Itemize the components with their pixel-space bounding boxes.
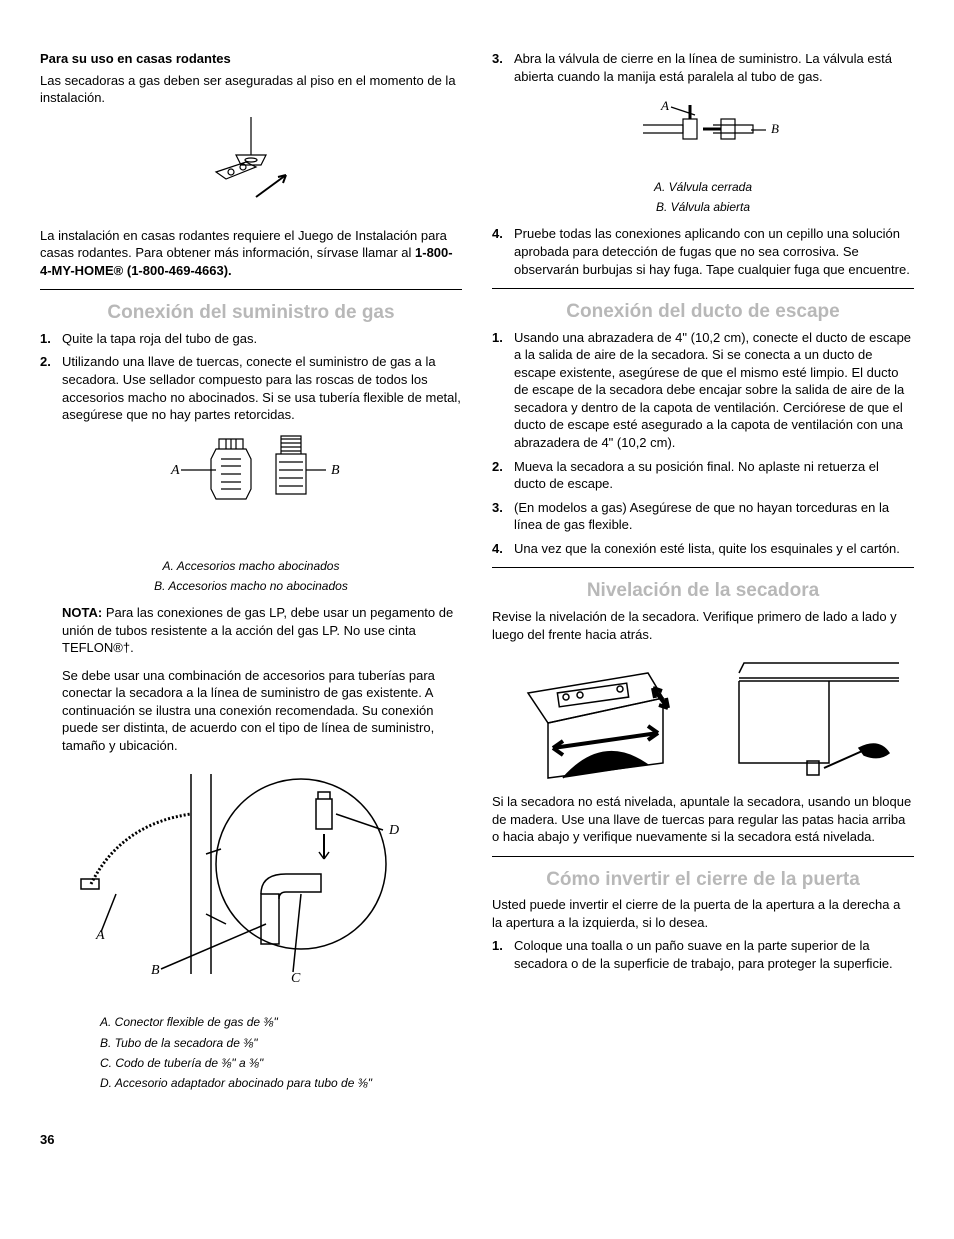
svg-text:B: B [331, 463, 340, 478]
svg-text:D: D [388, 823, 399, 838]
svg-text:B: B [151, 963, 160, 978]
gas-supply-heading: Conexión del suministro de gas [40, 300, 462, 326]
valve-figure: A B A. Válvula cerrada B. Válv [492, 95, 914, 215]
door-heading: Cómo invertir el cierre de la puerta [492, 867, 914, 893]
mobile-home-p1: Las secadoras a gas deben ser aseguradas… [40, 72, 462, 107]
list-item: 2.Mueva la secadora a su posición final.… [492, 458, 914, 493]
conn-caption-b: B. Tubo de la secadora de ⅜" [40, 1035, 462, 1051]
combination-paragraph: Se debe usar una combinación de accesori… [40, 667, 462, 755]
list-item: 1.Usando una abrazadera de 4" (10,2 cm),… [492, 329, 914, 452]
list-item: 1.Quite la tapa roja del tubo de gas. [40, 330, 462, 348]
list-item: 4.Pruebe todas las conexiones aplicando … [492, 225, 914, 278]
divider [492, 567, 914, 568]
list-item: 2.Utilizando una llave de tuercas, conec… [40, 353, 462, 423]
gas-cont-list-2: 4.Pruebe todas las conexiones aplicando … [492, 225, 914, 278]
svg-text:B: B [771, 121, 779, 136]
divider [492, 856, 914, 857]
list-item: 3.Abra la válvula de cierre en la línea … [492, 50, 914, 85]
exhaust-heading: Conexión del ducto de escape [492, 299, 914, 325]
two-column-layout: Para su uso en casas rodantes Las secado… [40, 50, 914, 1091]
gas-cont-list: 3.Abra la válvula de cierre en la línea … [492, 50, 914, 85]
valve-caption-a: A. Válvula cerrada [492, 179, 914, 195]
page-number: 36 [40, 1131, 914, 1149]
svg-text:C: C [291, 971, 301, 986]
fitting-caption-a: A. Accesorios macho abocinados [40, 558, 462, 574]
nota-block: NOTA: Para las conexiones de gas LP, deb… [40, 604, 462, 657]
gas-supply-list: 1.Quite la tapa roja del tubo de gas. 2.… [40, 330, 462, 424]
level-p2: Si la secadora no está nivelada, apuntal… [492, 793, 914, 846]
level-heading: Nivelación de la secadora [492, 578, 914, 604]
level-figure [492, 653, 914, 783]
floor-bracket-figure [40, 117, 462, 217]
conn-caption-d: D. Accesorio adaptador abocinado para tu… [40, 1075, 462, 1091]
exhaust-list: 1.Usando una abrazadera de 4" (10,2 cm),… [492, 329, 914, 558]
list-item: 3.(En modelos a gas) Asegúrese de que no… [492, 499, 914, 534]
svg-text:A: A [170, 463, 180, 478]
right-column: 3.Abra la válvula de cierre en la línea … [492, 50, 914, 1091]
divider [40, 289, 462, 290]
list-item: 4.Una vez que la conexión esté lista, qu… [492, 540, 914, 558]
level-p1: Revise la nivelación de la secadora. Ver… [492, 608, 914, 643]
list-item: 1.Coloque una toalla o un paño suave en … [492, 937, 914, 972]
door-p1: Usted puede invertir el cierre de la pue… [492, 896, 914, 931]
door-list: 1.Coloque una toalla o un paño suave en … [492, 937, 914, 972]
left-column: Para su uso en casas rodantes Las secado… [40, 50, 462, 1091]
valve-caption-b: B. Válvula abierta [492, 199, 914, 215]
connection-diagram: A B C [40, 764, 462, 1004]
mobile-home-title: Para su uso en casas rodantes [40, 50, 462, 68]
conn-caption-c: C. Codo de tubería de ⅜" a ⅜" [40, 1055, 462, 1071]
conn-caption-a: A. Conector flexible de gas de ⅜" [40, 1014, 462, 1030]
fitting-caption-b: B. Accesorios macho no abocinados [40, 578, 462, 594]
svg-text:A: A [95, 928, 105, 943]
svg-text:A: A [660, 98, 669, 113]
fittings-figure: A B A. Accesorios macho abocinados [40, 434, 462, 594]
divider [492, 288, 914, 289]
mobile-home-p2: La instalación en casas rodantes requier… [40, 227, 462, 280]
